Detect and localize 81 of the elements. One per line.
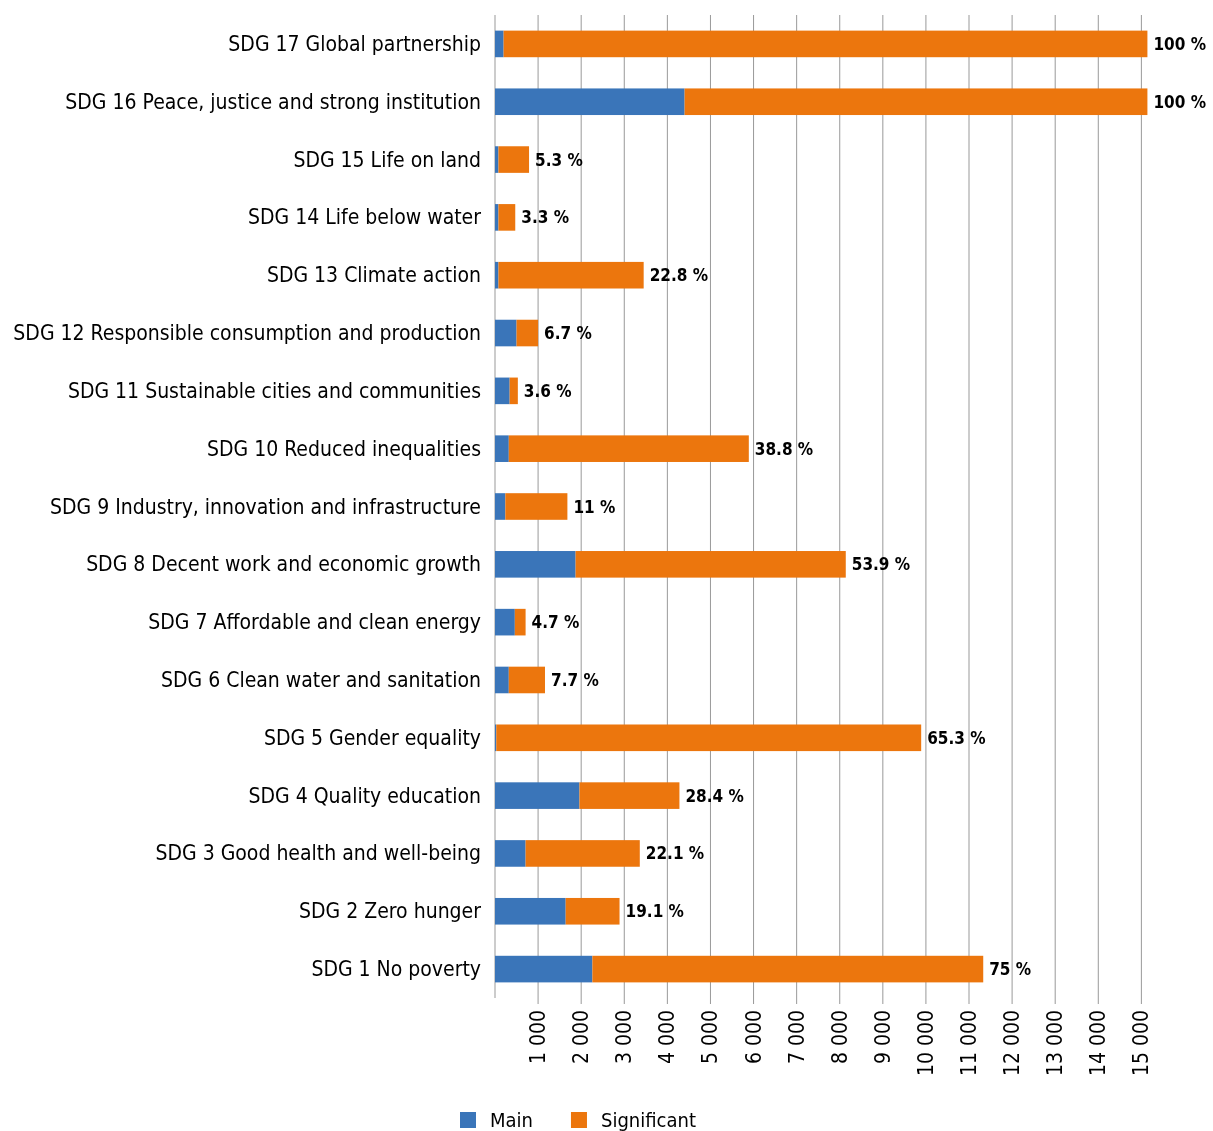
x-tick-label: 7 000 [784,1010,809,1065]
y-tick-label: SDG 17 Global partnership [228,31,481,56]
bar [495,840,526,867]
bar [495,666,509,694]
x-tick-label: 5 000 [698,1010,723,1065]
bar [684,88,1148,116]
y-tick-label: SDG 4 Quality education [248,783,481,808]
annotation: 53.9 % [851,554,911,575]
bar [575,551,846,578]
x-tick-label: 11 000 [957,1010,982,1077]
y-tick-label: SDG 7 Affordable and clean energy [148,610,481,635]
bar [508,666,545,694]
annotation: 100 % [1153,91,1206,112]
bar [498,204,516,231]
bar [495,30,504,58]
bar [495,377,510,405]
annotation: 65.3 % [927,727,986,748]
y-tick-label: SDG 6 Clean water and sanitation [160,667,481,692]
y-tick-label: SDG 1 No poverty [311,957,481,982]
x-tick-label: 8 000 [827,1010,852,1065]
x-tick-label: 14 000 [1086,1010,1111,1077]
bar [579,782,680,809]
bar [514,608,526,636]
bar [508,435,749,462]
y-tick-label: SDG 3 Good health and well-being [155,841,481,866]
y-tick-label: SDG 9 Industry, innovation and infrastructure [49,494,481,519]
bar [565,897,620,925]
y-tick-label: SDG 5 Gender equality [263,725,481,750]
x-tick-label: 1 000 [526,1010,551,1065]
y-tick-label: SDG 12 Responsible consumption and production [13,321,481,346]
x-tick-label: 10 000 [913,1010,938,1077]
y-tick-label: SDG 10 Reduced inequalities [206,436,481,461]
y-tick-label: SDG 2 Zero hunger [299,899,482,924]
annotation: 4.7 % [531,612,580,633]
y-tick-label: SDG 13 Climate action [266,263,481,288]
annotation: 5.3 % [535,149,583,170]
y-tick-label: SDG 14 Life below water [248,205,482,230]
annotation: 6.7 % [544,323,592,344]
annotation: 22.8 % [649,265,709,286]
annotation: 7.7 % [550,669,599,690]
bar [498,146,530,173]
x-tick-label: 15 000 [1129,1010,1154,1077]
annotation: 38.8 % [754,438,814,459]
bar [525,840,640,867]
y-tick-label: SDG 15 Life on land [293,147,481,172]
bar [495,551,576,578]
x-tick-label: 4 000 [655,1010,680,1065]
bar [495,493,506,520]
bar [592,955,984,983]
x-tick-label: 12 000 [1000,1010,1025,1077]
x-tick-label: 13 000 [1043,1010,1068,1077]
legend-label: Significant [600,1108,696,1131]
x-tick-label: 3 000 [612,1010,637,1065]
annotation: 19.1 % [625,901,684,922]
bar [495,435,509,462]
annotation: 75 % [989,959,1032,980]
annotation: 22.1 % [645,843,705,864]
bar [496,724,922,752]
bar [505,493,568,520]
annotation: 11 % [573,496,616,517]
bar [509,377,518,405]
bar [498,261,644,289]
annotation: 100 % [1153,33,1206,54]
x-tick-label: 9 000 [870,1010,895,1065]
bar [495,319,517,347]
y-tick-label: SDG 8 Decent work and economic growth [86,552,481,577]
x-tick-label: 6 000 [741,1010,766,1065]
y-tick-label: SDG 11 Sustainable cities and communities [67,378,481,403]
y-tick-label: SDG 16 Peace, justice and strong institution [65,89,481,114]
bar [495,608,515,636]
bar [495,955,593,983]
bar [495,897,566,925]
annotation: 3.6 % [523,380,572,401]
annotation: 3.3 % [521,207,569,228]
legend-label: Main [490,1108,533,1131]
bar [495,88,685,116]
bar [503,30,1148,58]
annotation: 28.4 % [685,785,744,806]
bar [495,782,580,809]
bar [516,319,539,347]
x-tick-label: 2 000 [569,1010,594,1065]
